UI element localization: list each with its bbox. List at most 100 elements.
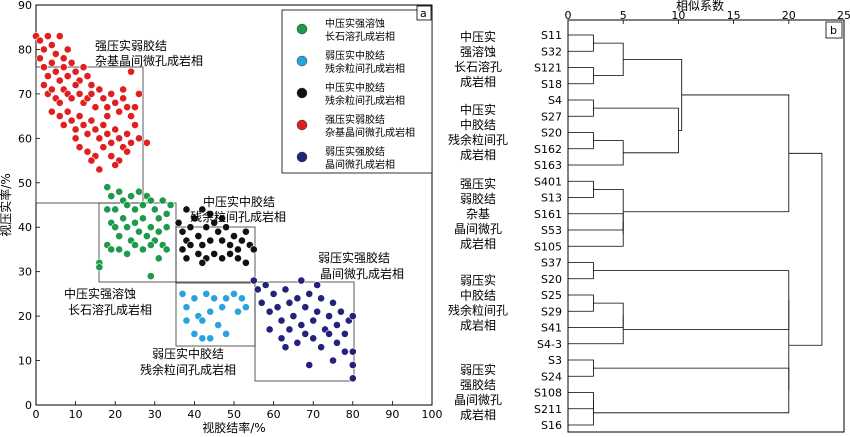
data-point [47,107,56,116]
data-point [135,89,143,98]
data-point [111,205,120,214]
data-point [162,245,171,254]
data-point [146,223,155,232]
dendrogram-branch [568,213,624,231]
y-tick-label: 10 [18,355,32,368]
data-point [348,347,357,356]
data-point [162,209,171,218]
data-point [131,205,139,214]
legend-label: 残余粒间孔成岩相 [325,62,405,75]
leaf-label: S105 [534,240,562,253]
data-point [210,249,219,258]
data-point [190,294,199,303]
data-point [222,223,230,232]
data-point [249,245,258,254]
data-point [305,289,314,298]
y-axis-label: 视压实率/% [0,173,13,236]
zone-label-2b: 残余粒间孔成岩相 [190,209,286,224]
leaf-label: S161 [534,208,562,221]
group-label: 中胶结 [460,288,496,303]
group-label: 强胶结 [460,377,496,392]
data-point [139,214,147,223]
dendro-tick-label: 25 [837,9,850,22]
data-point [55,32,64,41]
data-point [273,303,282,312]
data-point [51,49,60,58]
dendrogram-branch [568,180,594,198]
leaf-label: S11 [541,29,562,42]
legend-marker [296,55,308,67]
data-point [63,45,72,54]
dendrogram-branch [568,400,594,426]
panel-label-b-box [825,21,843,39]
zone-label-3b: 长石溶孔成岩相 [68,302,152,317]
data-point [103,205,112,214]
data-point [115,107,124,116]
data-point [329,298,337,307]
data-point [47,85,56,94]
data-point [166,201,175,209]
data-point [261,281,270,289]
data-point [107,245,116,254]
data-point [123,147,131,156]
zone-label-1b: 杂基晶间微孔成岩相 [95,53,203,68]
data-point [59,54,68,63]
data-point [218,214,227,223]
data-point [329,356,337,365]
panel-label-a: a [420,7,427,20]
data-point [333,321,341,329]
data-point [95,134,104,143]
data-point [107,138,116,147]
legend-marker [296,151,308,163]
data-point [186,241,195,249]
data-point [107,152,116,161]
group-label: 杂基 [466,207,490,221]
dendrogram-branch [568,221,624,247]
leaf-label: S53 [541,224,562,237]
data-point [103,112,112,121]
data-point [206,307,215,316]
data-point [51,67,60,76]
dendrogram-branch [568,99,594,117]
data-point [202,289,211,298]
zone-label-5a: 弱压实强胶结 [318,250,390,265]
leaf-label: S162 [534,143,562,156]
data-point [241,303,250,312]
data-point [131,241,139,249]
data-point [293,294,302,303]
group-label: 晶间微孔 [454,222,502,236]
legend-marker [296,87,308,99]
leaf-labels: S11 S32 S121 S18 S4 S27 S20 S162 S163 S401 S13 S161… [534,29,562,432]
data-point [139,201,147,209]
data-point [317,343,326,352]
data-point [269,289,278,298]
data-point [150,205,159,214]
data-point [325,329,333,338]
data-point [301,303,310,312]
data-point [241,227,250,236]
data-point [198,241,207,249]
y-tick-label: 20 [18,310,32,323]
data-point [146,196,155,205]
data-point [305,361,314,369]
data-point [131,121,139,129]
dendrogram-panel-b: 相似系数 0 5 10 15 20 25 S11 S32 S121 S18 S4 S27 S20 S16… [448,0,850,433]
data-point [309,334,318,343]
data-point [83,147,92,156]
data-point [115,232,124,241]
dendrogram-branch [593,367,790,414]
dendrogram-branch [788,152,823,346]
data-point [36,36,44,45]
data-point [154,254,163,263]
data-point [135,134,143,143]
data-point [313,307,322,316]
data-point [265,325,274,334]
data-point [111,98,120,107]
leaf-label: S25 [541,289,562,302]
data-point [83,72,92,81]
data-point [277,316,286,325]
data-point [325,312,333,321]
data-point [127,112,135,121]
data-point [79,121,88,129]
data-point [340,329,349,338]
